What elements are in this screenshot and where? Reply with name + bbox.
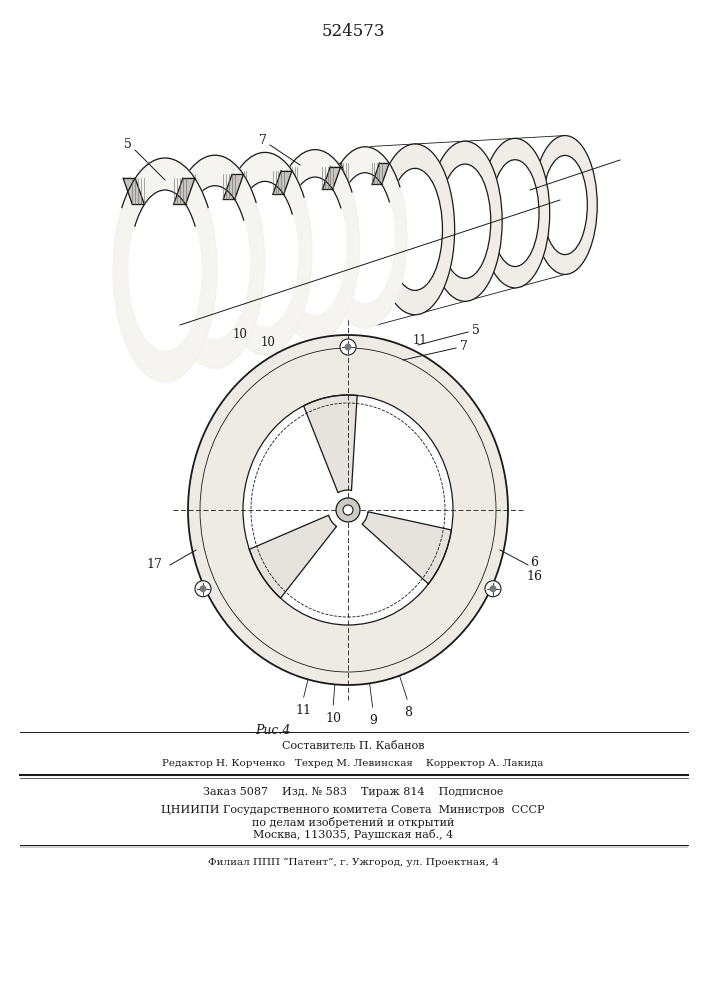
- Text: 5: 5: [472, 324, 480, 336]
- Text: 7: 7: [259, 133, 267, 146]
- Ellipse shape: [387, 168, 443, 290]
- Text: Редактор Н. Корченко   Техред М. Левинская    Корректор А. Лакида: Редактор Н. Корченко Техред М. Левинская…: [163, 758, 544, 768]
- Ellipse shape: [243, 395, 453, 625]
- Polygon shape: [218, 152, 312, 355]
- Text: 11: 11: [295, 704, 311, 716]
- Polygon shape: [174, 178, 195, 204]
- Ellipse shape: [533, 136, 597, 274]
- Text: 10: 10: [233, 328, 247, 342]
- Polygon shape: [233, 181, 298, 326]
- Polygon shape: [113, 158, 217, 382]
- Polygon shape: [165, 155, 264, 368]
- Polygon shape: [331, 163, 349, 184]
- Text: 10: 10: [325, 712, 341, 724]
- Ellipse shape: [533, 136, 597, 274]
- Polygon shape: [279, 167, 298, 189]
- Text: Заказ 5087    Изд. № 583    Тираж 814    Подписное: Заказ 5087 Изд. № 583 Тираж 814 Подписно…: [203, 787, 503, 797]
- Ellipse shape: [489, 585, 496, 592]
- Text: 524573: 524573: [321, 23, 385, 40]
- Text: 10: 10: [261, 336, 276, 349]
- Polygon shape: [270, 150, 360, 342]
- Text: Составитель П. Кабанов: Составитель П. Кабанов: [282, 741, 424, 751]
- Polygon shape: [270, 150, 360, 342]
- Ellipse shape: [485, 581, 501, 597]
- Ellipse shape: [480, 138, 550, 288]
- Ellipse shape: [543, 155, 588, 255]
- Text: Филиал ППП “Патент”, г. Ужгород, ул. Проектная, 4: Филиал ППП “Патент”, г. Ужгород, ул. Про…: [208, 857, 498, 867]
- Polygon shape: [129, 190, 201, 350]
- Polygon shape: [323, 147, 407, 328]
- Text: 17: 17: [146, 558, 162, 572]
- Polygon shape: [303, 395, 357, 493]
- Polygon shape: [273, 171, 292, 194]
- Text: 11: 11: [413, 334, 427, 347]
- Polygon shape: [113, 158, 217, 382]
- Ellipse shape: [336, 498, 360, 522]
- Polygon shape: [336, 173, 395, 302]
- Text: по делам изобретений и открытий: по делам изобретений и открытий: [252, 818, 454, 828]
- Polygon shape: [218, 152, 312, 355]
- Polygon shape: [250, 515, 337, 598]
- Polygon shape: [284, 177, 346, 314]
- Ellipse shape: [343, 505, 353, 515]
- Ellipse shape: [199, 585, 206, 592]
- Ellipse shape: [428, 141, 502, 301]
- Ellipse shape: [188, 335, 508, 685]
- Text: 16: 16: [526, 570, 542, 584]
- Ellipse shape: [491, 160, 539, 267]
- Polygon shape: [175, 174, 195, 199]
- Ellipse shape: [480, 138, 550, 288]
- Text: 6: 6: [530, 556, 538, 568]
- Polygon shape: [123, 178, 144, 204]
- Text: Москва, 113035, Раушская наб., 4: Москва, 113035, Раушская наб., 4: [253, 830, 453, 840]
- Text: Рис.4: Рис.4: [255, 724, 291, 736]
- Text: 7: 7: [460, 340, 468, 354]
- Ellipse shape: [428, 141, 502, 301]
- Text: 9: 9: [369, 714, 377, 726]
- Polygon shape: [322, 167, 341, 189]
- Ellipse shape: [375, 144, 455, 315]
- Polygon shape: [362, 512, 451, 584]
- Polygon shape: [223, 174, 243, 199]
- Polygon shape: [165, 155, 264, 368]
- Text: Фиг. 3: Фиг. 3: [262, 361, 308, 375]
- Text: 5: 5: [124, 138, 132, 151]
- Ellipse shape: [340, 339, 356, 355]
- Polygon shape: [323, 147, 407, 328]
- Text: ЦНИИПИ Государственного комитета Совета  Министров  СССР: ЦНИИПИ Государственного комитета Совета …: [161, 805, 545, 815]
- Ellipse shape: [439, 164, 491, 278]
- Polygon shape: [227, 171, 246, 194]
- Text: 8: 8: [404, 706, 412, 718]
- Polygon shape: [372, 163, 389, 184]
- Polygon shape: [181, 186, 250, 338]
- Ellipse shape: [375, 144, 455, 315]
- Ellipse shape: [188, 335, 508, 685]
- Ellipse shape: [195, 581, 211, 597]
- Ellipse shape: [344, 344, 351, 351]
